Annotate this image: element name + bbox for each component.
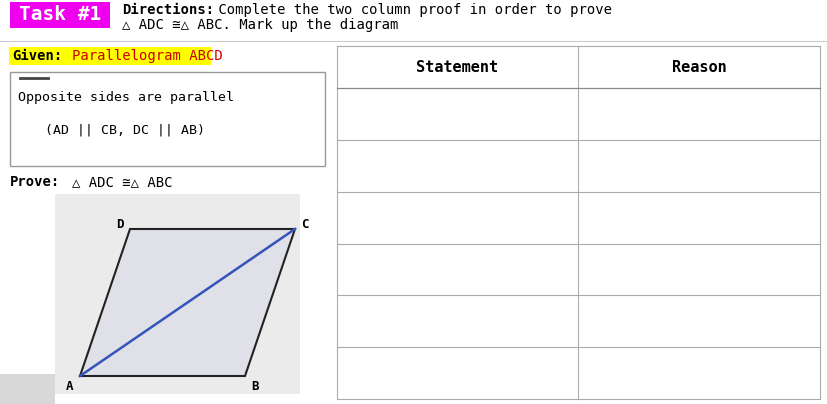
Text: Complete the two column proof in order to prove: Complete the two column proof in order t… bbox=[210, 3, 611, 17]
Text: A: A bbox=[66, 379, 74, 393]
FancyBboxPatch shape bbox=[0, 41, 335, 404]
Text: △ ADC ≅△ ABC: △ ADC ≅△ ABC bbox=[72, 175, 172, 189]
Text: Opposite sides are parallel: Opposite sides are parallel bbox=[18, 90, 234, 103]
FancyBboxPatch shape bbox=[10, 2, 110, 28]
Text: Task #1: Task #1 bbox=[19, 6, 101, 25]
Text: Prove:: Prove: bbox=[10, 175, 60, 189]
Text: D: D bbox=[116, 217, 123, 231]
FancyBboxPatch shape bbox=[10, 72, 325, 166]
Text: Given:: Given: bbox=[12, 49, 62, 63]
Text: C: C bbox=[301, 217, 308, 231]
Text: Reason: Reason bbox=[671, 59, 725, 74]
Text: Parallelogram ABCD: Parallelogram ABCD bbox=[72, 49, 222, 63]
Text: B: B bbox=[251, 379, 258, 393]
Polygon shape bbox=[80, 229, 294, 376]
FancyBboxPatch shape bbox=[337, 46, 819, 88]
Text: △ ADC ≅△ ABC. Mark up the diagram: △ ADC ≅△ ABC. Mark up the diagram bbox=[122, 18, 398, 32]
Text: Directions:: Directions: bbox=[122, 3, 214, 17]
Text: (AD || CB, DC || AB): (AD || CB, DC || AB) bbox=[45, 124, 205, 137]
FancyBboxPatch shape bbox=[0, 374, 55, 404]
Text: Statement: Statement bbox=[416, 59, 498, 74]
FancyBboxPatch shape bbox=[337, 46, 819, 399]
FancyBboxPatch shape bbox=[55, 194, 299, 394]
FancyBboxPatch shape bbox=[9, 47, 211, 65]
